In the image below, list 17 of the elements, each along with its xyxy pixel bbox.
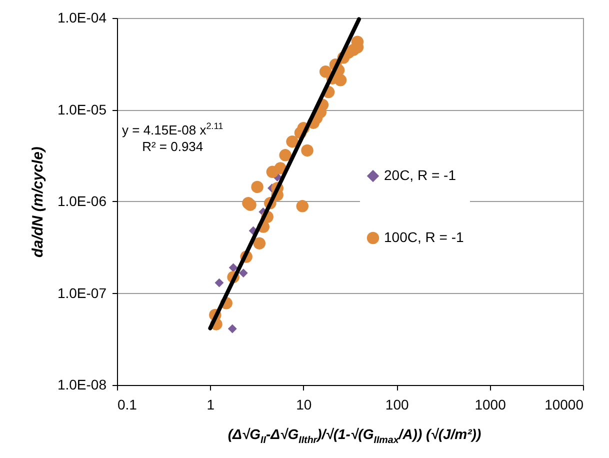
x-tick-label: 100 [385, 396, 409, 412]
y-tick-label: 1.0E-08 [57, 376, 107, 392]
x-axis-title: (Δ√G$_{II}$-Δ√G$_{IIthr}$)/√(1-√(G$_{IImax}$/A)) (√(J/m²)) [226, 426, 482, 446]
legend-label: 100C, R = -1 [384, 229, 464, 245]
legend-label: 20C, R = -1 [384, 167, 456, 183]
x-tick-label: 10000 [544, 396, 584, 412]
annotation: R² = 0.934 [142, 139, 204, 154]
x-tick-label: 1 [206, 396, 215, 412]
annotation: y = 4.15E-08 x$^{2.11}$ [122, 121, 224, 138]
y-tick-label: 1.0E-04 [57, 10, 107, 26]
y-tick-label: 1.0E-06 [57, 193, 107, 209]
x-tick-label: 1000 [474, 396, 506, 412]
x-tick-label: 0.1 [118, 396, 138, 412]
x-tick-label: 10 [296, 396, 312, 412]
y-axis-title: da/dN (m/cycle) [29, 146, 46, 258]
y-tick-label: 1.0E-07 [57, 284, 107, 301]
y-tick-label: 1.0E-05 [57, 101, 107, 118]
